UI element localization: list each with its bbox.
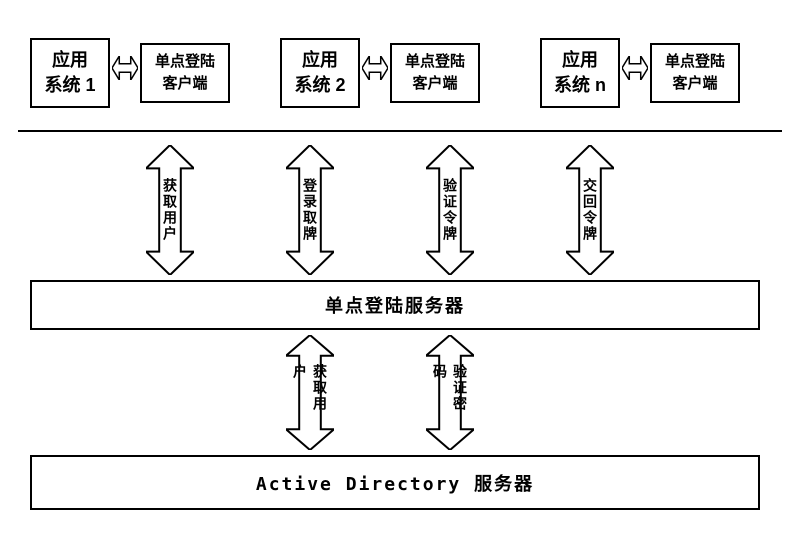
arrow-label: 登录取牌 bbox=[300, 178, 320, 242]
double-arrow-vertical: 获取用户 bbox=[146, 145, 194, 275]
arrow-label: 获取用户 bbox=[290, 364, 330, 422]
app-line2: 系统 1 bbox=[44, 73, 95, 98]
ad-server-box: Active Directory 服务器 bbox=[30, 455, 760, 510]
double-arrow-vertical: 验证令牌 bbox=[426, 145, 474, 275]
arrow-label: 验证令牌 bbox=[440, 178, 460, 242]
app-line1: 应用 bbox=[554, 48, 606, 73]
client-line1: 单点登陆 bbox=[155, 51, 215, 74]
double-arrow-vertical: 登录取牌 bbox=[286, 145, 334, 275]
double-arrow-horizontal bbox=[622, 56, 648, 80]
double-arrow-vertical: 验证密码 bbox=[426, 335, 474, 450]
client-line2: 客户端 bbox=[155, 73, 215, 96]
app-line1: 应用 bbox=[294, 48, 345, 73]
sso-client-box: 单点登陆客户端 bbox=[140, 43, 230, 103]
arrow-label: 验证密码 bbox=[430, 364, 470, 422]
app-line2: 系统 n bbox=[554, 73, 606, 98]
app-system-box: 应用系统 2 bbox=[280, 38, 360, 108]
double-arrow-vertical: 获取用户 bbox=[286, 335, 334, 450]
sso-server-box: 单点登陆服务器 bbox=[30, 280, 760, 330]
sso-client-box: 单点登陆客户端 bbox=[390, 43, 480, 103]
app-line2: 系统 2 bbox=[294, 73, 345, 98]
divider-line bbox=[18, 130, 782, 132]
app-system-box: 应用系统 n bbox=[540, 38, 620, 108]
sso-client-box: 单点登陆客户端 bbox=[650, 43, 740, 103]
client-line1: 单点登陆 bbox=[405, 51, 465, 74]
client-line1: 单点登陆 bbox=[665, 51, 725, 74]
double-arrow-horizontal bbox=[112, 56, 138, 80]
client-line2: 客户端 bbox=[665, 73, 725, 96]
app-line1: 应用 bbox=[44, 48, 95, 73]
arrow-label: 获取用户 bbox=[160, 178, 180, 242]
double-arrow-horizontal bbox=[362, 56, 388, 80]
double-arrow-vertical: 交回令牌 bbox=[566, 145, 614, 275]
arrow-label: 交回令牌 bbox=[580, 178, 600, 242]
client-line2: 客户端 bbox=[405, 73, 465, 96]
app-system-box: 应用系统 1 bbox=[30, 38, 110, 108]
